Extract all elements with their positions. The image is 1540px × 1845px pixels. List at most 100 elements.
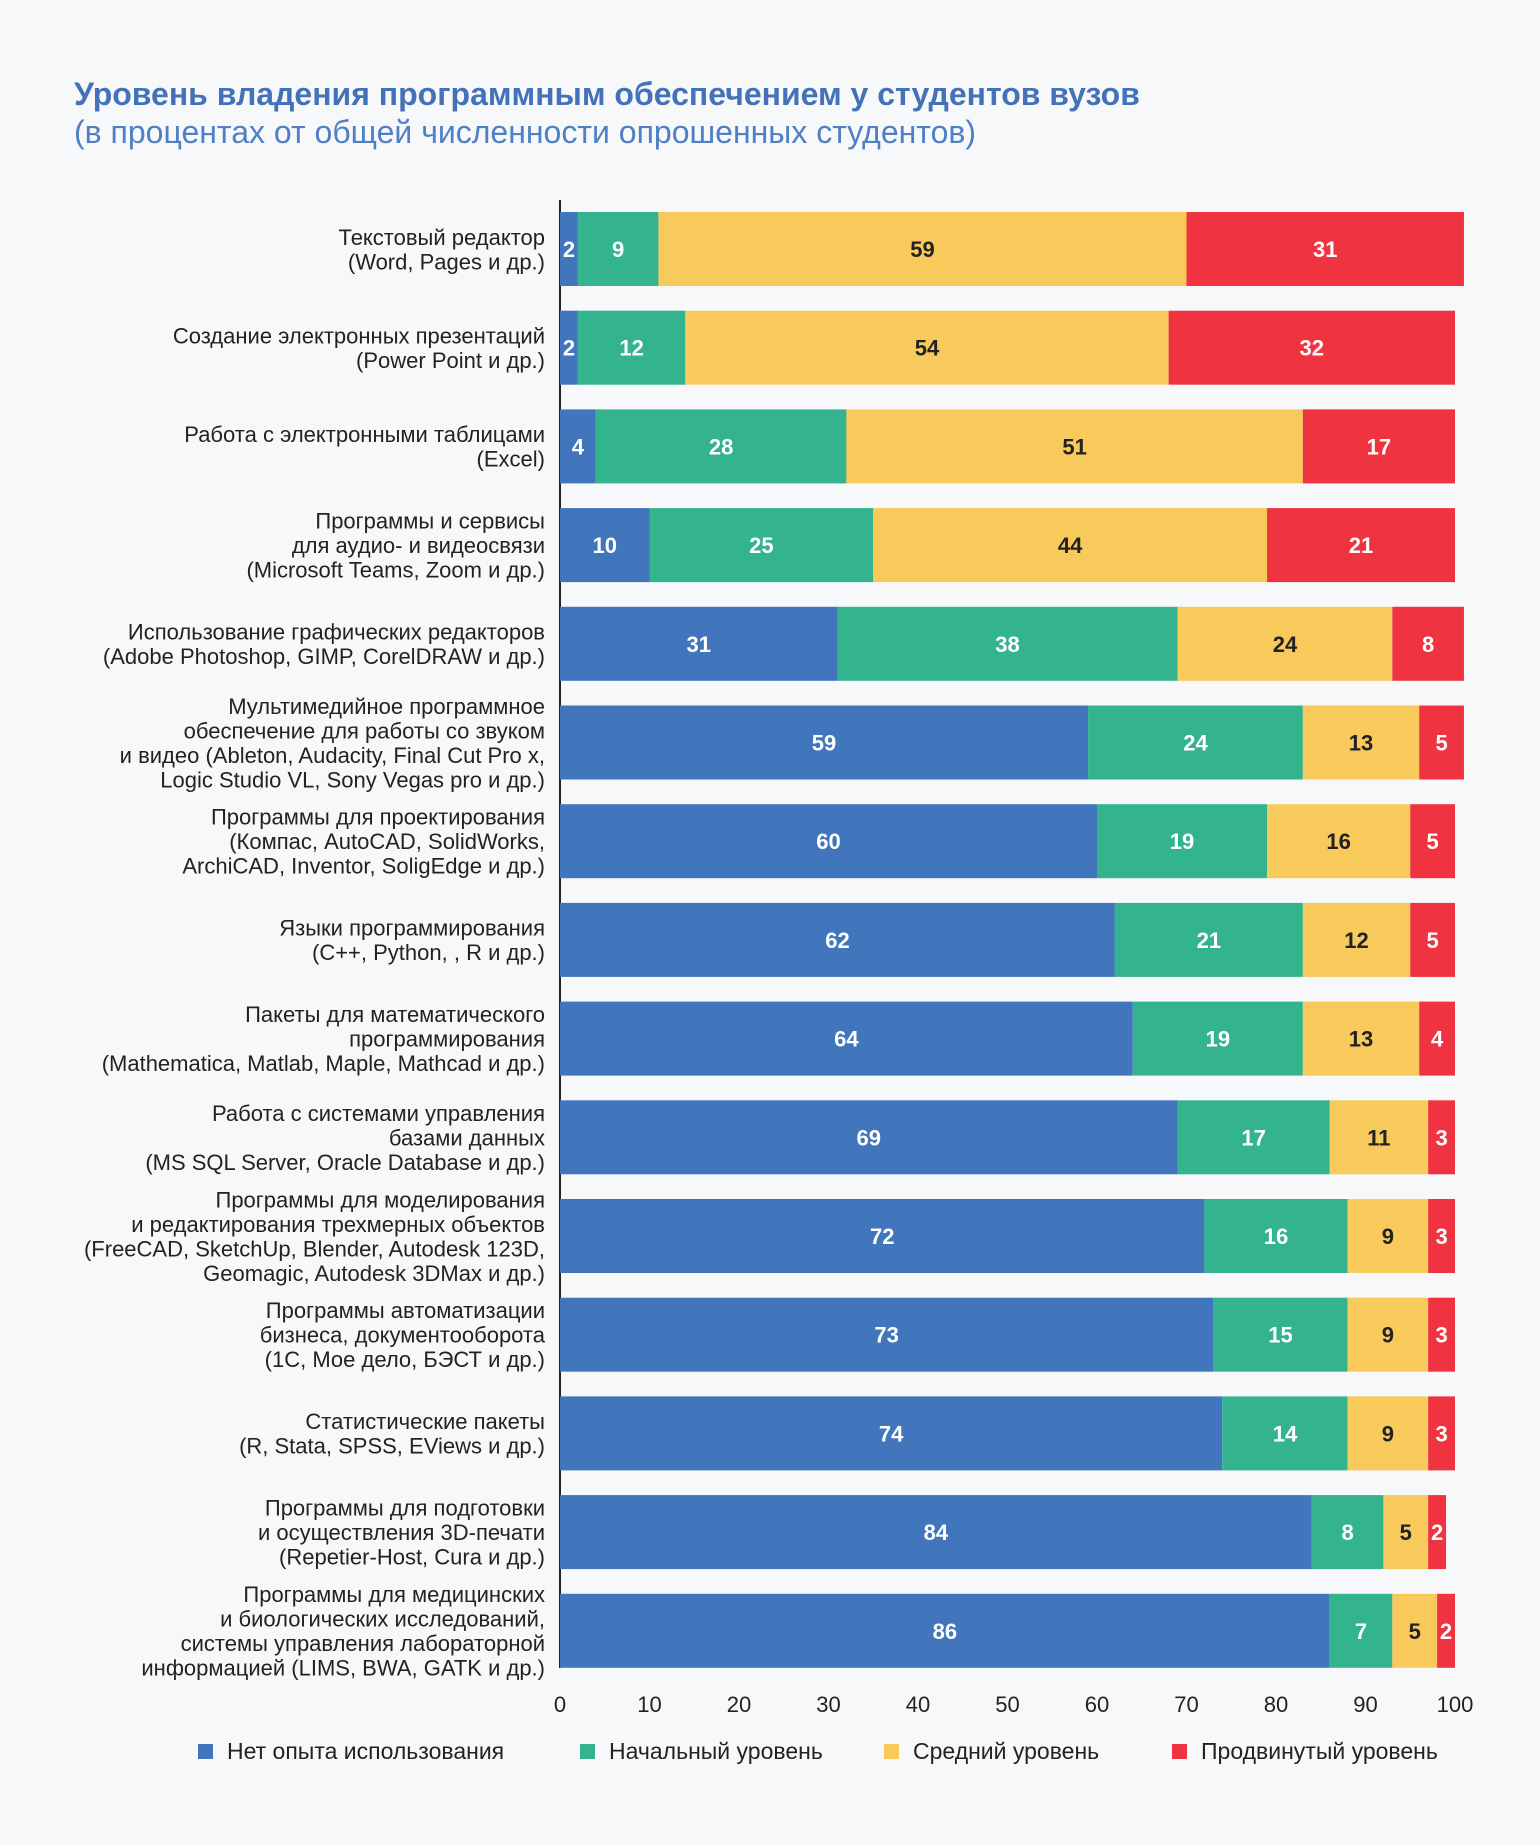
bar-segment [873, 508, 1268, 583]
data-label: 5 [1427, 928, 1439, 953]
bar-segment [1213, 1297, 1348, 1372]
data-label: 32 [1300, 336, 1324, 361]
bar-segment [1267, 804, 1411, 879]
data-label: 28 [709, 434, 733, 459]
bar-segment [560, 606, 838, 681]
bar-segment [1114, 902, 1303, 977]
legend-label: Средний уровень [913, 1738, 1099, 1764]
data-label: 12 [1344, 928, 1368, 953]
data-label: 21 [1197, 928, 1221, 953]
data-label: 5 [1400, 1520, 1412, 1545]
bar-segment [560, 1001, 1133, 1076]
bar-segment [560, 212, 578, 286]
legend-swatch [580, 1744, 595, 1759]
bar-segment [1347, 1297, 1429, 1372]
category-label: Работа с системами управления базами данн… [145, 1101, 545, 1175]
data-label: 24 [1183, 731, 1208, 756]
bar-segment [577, 212, 659, 286]
data-label: 62 [825, 928, 849, 953]
category-label: Программы автоматизации бизнеса, документ… [260, 1298, 546, 1372]
bar-segment [1204, 1199, 1348, 1273]
data-label: 4 [1431, 1027, 1444, 1052]
x-tick-label: 50 [995, 1692, 1019, 1717]
category-label: Языки программирования (C++, Python, , R … [279, 916, 545, 966]
data-label: 3 [1435, 1224, 1447, 1249]
bar-segment [685, 310, 1169, 385]
bar-segment [560, 1396, 1223, 1471]
data-label: 21 [1349, 533, 1373, 558]
data-label: 17 [1241, 1125, 1265, 1150]
data-label: 24 [1273, 632, 1298, 657]
bar-segment [1437, 1593, 1455, 1668]
bar-segment [560, 508, 650, 583]
bar-segment [1186, 212, 1464, 286]
x-tick-label: 70 [1174, 1692, 1198, 1717]
data-label: 16 [1264, 1224, 1288, 1249]
legend-label: Нет опыта использования [227, 1738, 504, 1764]
bar-segment [1329, 1100, 1429, 1175]
x-tick-label: 10 [637, 1692, 661, 1717]
bar-segment [1392, 1593, 1438, 1668]
category-label: Программы для медицинских и биологических… [141, 1582, 545, 1681]
bar-segment [1088, 705, 1303, 780]
bar-segment [560, 409, 596, 484]
data-label: 2 [1431, 1520, 1443, 1545]
data-label: 3 [1435, 1421, 1447, 1446]
data-label: 31 [1313, 237, 1337, 262]
data-label: 73 [874, 1323, 898, 1348]
data-label: 59 [910, 237, 934, 262]
x-tick-label: 20 [727, 1692, 751, 1717]
category-label: Работа с электронными таблицами (Excel) [184, 422, 545, 472]
data-label: 10 [593, 533, 617, 558]
category-label: Создание электронных презентаций (Power P… [173, 323, 545, 373]
bar-segment [1168, 310, 1455, 385]
category-label: Программы для подготовки и осуществления … [258, 1496, 545, 1570]
data-label: 9 [1382, 1421, 1394, 1446]
bar-segment [560, 1593, 1330, 1668]
data-label: 25 [749, 533, 773, 558]
bar-segment [1410, 804, 1455, 879]
bar-segment [846, 409, 1303, 484]
data-label: 74 [879, 1421, 904, 1446]
category-label: Программы и сервисы для аудио- и видеосвя… [246, 509, 545, 583]
data-label: 2 [563, 237, 575, 262]
data-label: 9 [1382, 1323, 1394, 1348]
data-label: 12 [619, 336, 643, 361]
data-label: 72 [870, 1224, 894, 1249]
bar-segment [1428, 1495, 1447, 1570]
data-label: 3 [1435, 1125, 1447, 1150]
data-label: 5 [1435, 731, 1447, 756]
x-tick-label: 40 [906, 1692, 930, 1717]
bar-segment [1267, 508, 1455, 583]
data-label: 8 [1341, 1520, 1353, 1545]
data-label: 9 [1382, 1224, 1394, 1249]
bar-segment [658, 212, 1187, 286]
bar-segment [1419, 1001, 1455, 1076]
x-tick-label: 30 [816, 1692, 840, 1717]
data-label: 4 [572, 434, 585, 459]
data-label: 16 [1326, 829, 1350, 854]
bar-segment [1392, 606, 1464, 681]
data-label: 2 [1440, 1619, 1452, 1644]
x-tick-label: 60 [1085, 1692, 1109, 1717]
legend-label: Начальный уровень [609, 1738, 823, 1764]
x-tick-label: 100 [1437, 1692, 1474, 1717]
bar-segment [560, 1100, 1178, 1175]
bar-segment [1132, 1001, 1303, 1076]
data-label: 51 [1062, 434, 1086, 459]
bar-segment [1177, 1100, 1330, 1175]
x-tick-label: 90 [1353, 1692, 1377, 1717]
bar-segment [595, 409, 847, 484]
data-label: 13 [1349, 1027, 1373, 1052]
bar-segment [1428, 1100, 1455, 1175]
data-label: 5 [1427, 829, 1439, 854]
category-label: Текстовый редактор (Word, Pages и др.) [338, 225, 545, 275]
category-label: Программы для моделирования и редактирова… [84, 1187, 545, 1286]
data-label: 2 [563, 336, 575, 361]
chart-subtitle: (в процентах от общей численности опроше… [74, 114, 977, 150]
bar-segment [1302, 902, 1411, 977]
bar-segment [1097, 804, 1268, 879]
data-label: 13 [1349, 731, 1373, 756]
bar-segment [560, 1495, 1312, 1570]
data-label: 84 [924, 1520, 949, 1545]
